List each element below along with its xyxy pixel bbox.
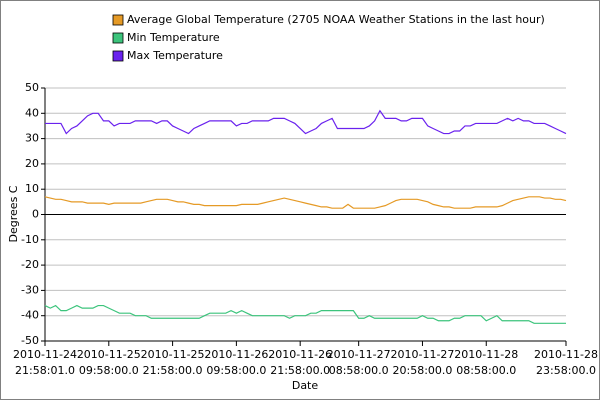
y-tick-label: -30: [21, 283, 39, 296]
legend-swatch: [112, 14, 124, 26]
x-tick-label: 2010-11-24 21:58:01.0: [13, 348, 77, 377]
x-tick-label: 2010-11-28 23:58:00.0: [534, 348, 598, 377]
legend-label: Min Temperature: [127, 31, 220, 44]
series-line: [44, 304, 566, 324]
y-tick-label: 40: [25, 106, 39, 119]
legend-swatch: [112, 32, 124, 44]
legend-label: Max Temperature: [127, 49, 223, 62]
x-tick-label: 2010-11-25 21:58:00.0: [141, 348, 205, 377]
x-tick-label: 2010-11-27 20:58:00.0: [390, 348, 454, 377]
y-tick-label: 30: [25, 132, 39, 145]
y-tick-label: 0: [32, 208, 39, 221]
x-axis-label: Date: [292, 379, 319, 392]
legend-label: Average Global Temperature (2705 NOAA We…: [127, 13, 545, 26]
x-tick-label: 2010-11-26 09:58:00.0: [204, 348, 268, 377]
x-tick-label: 2010-11-27 08:58:00.0: [327, 348, 391, 377]
x-tick-label: 2010-11-26 21:58:00.0: [268, 348, 332, 377]
y-tick-label: 10: [25, 182, 39, 195]
series-line: [45, 109, 567, 135]
series-line: [44, 196, 567, 209]
y-tick-label: 50: [25, 81, 39, 94]
x-tick-label: 2010-11-25 09:58:00.0: [77, 348, 141, 377]
x-tick-label: 2010-11-28 08:58:00.0: [454, 348, 518, 377]
legend-swatch: [112, 50, 124, 62]
y-tick-label: -50: [21, 334, 39, 347]
y-tick-label: -10: [21, 233, 39, 246]
y-tick-label: -40: [21, 309, 39, 322]
y-tick-label: 20: [25, 157, 39, 170]
y-axis-label: Degrees C: [7, 185, 20, 242]
y-tick-label: -20: [21, 258, 39, 271]
